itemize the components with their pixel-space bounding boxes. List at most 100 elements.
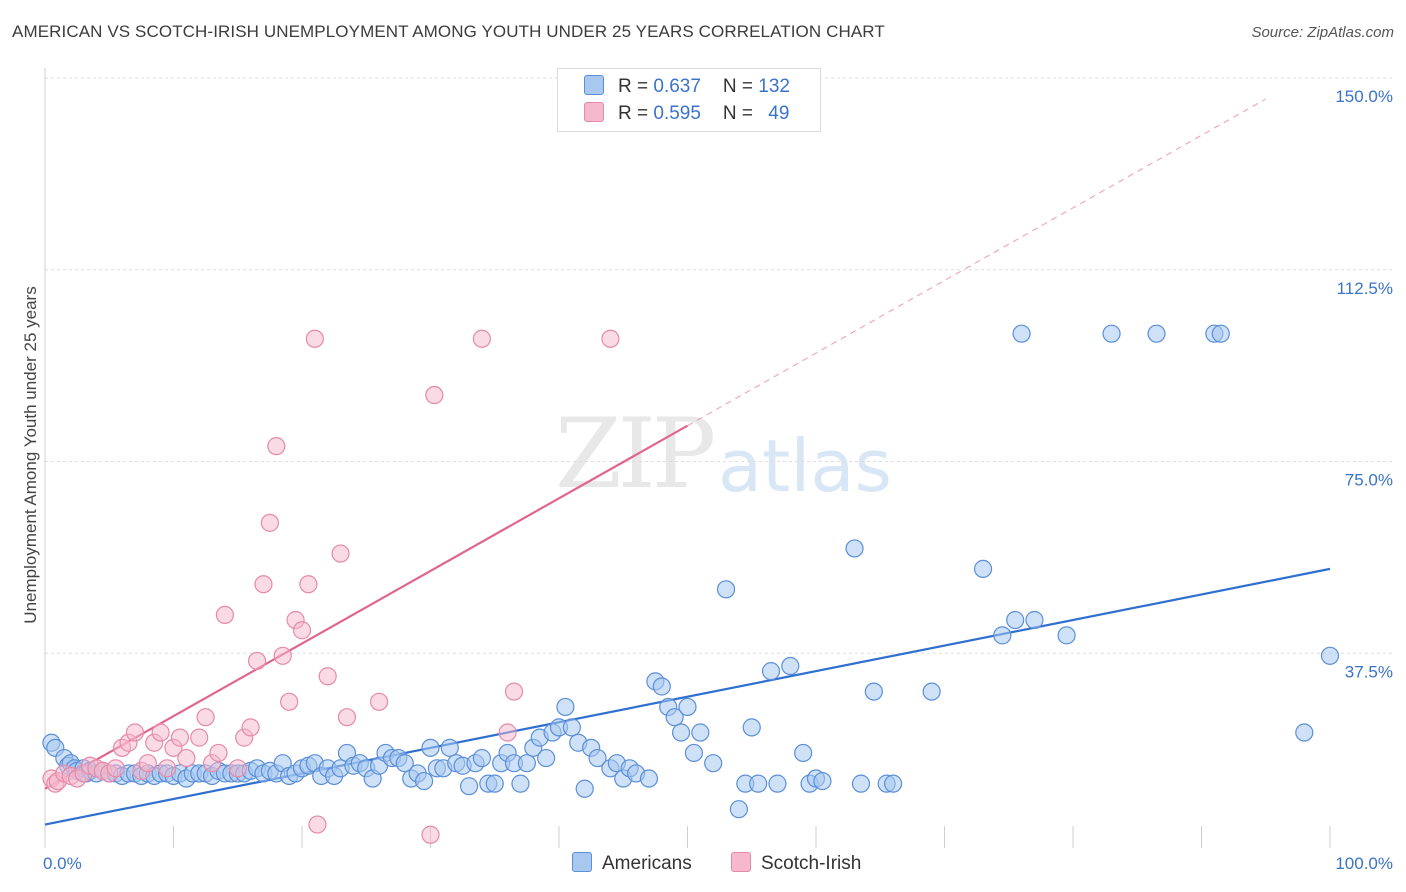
bottom-legend-americans[interactable]: Americans xyxy=(572,852,692,875)
americans-point xyxy=(562,718,581,737)
americans-point xyxy=(459,777,479,796)
americans-trend-line xyxy=(44,567,1331,826)
americans-point xyxy=(575,779,594,798)
americans-point xyxy=(704,754,723,773)
scotch-irish-point xyxy=(196,708,215,727)
americans-point xyxy=(742,718,761,737)
americans-point xyxy=(517,754,536,773)
americans-point xyxy=(729,800,749,819)
americans-point xyxy=(1012,324,1031,343)
scotch-irish-swatch xyxy=(731,852,751,872)
americans-point xyxy=(1057,626,1076,645)
americans-point xyxy=(1320,646,1340,665)
americans-point xyxy=(440,738,459,757)
legend-row-americans: R = 0.637 N = 132 xyxy=(584,75,790,98)
legend-n-label: N = xyxy=(722,103,759,124)
americans-point xyxy=(485,774,504,793)
americans-point xyxy=(1102,324,1121,343)
bottom-legend-scotch-irish[interactable]: Scotch-Irish xyxy=(731,852,861,875)
legend-box: R = 0.637 N = 132 R = 0.595 N = 49 xyxy=(557,68,821,132)
scotch-irish-point xyxy=(170,728,190,747)
bottom-legend-label: Scotch-Irish xyxy=(761,853,862,874)
scotch-irish-point xyxy=(138,754,157,773)
americans-point xyxy=(1211,324,1230,343)
grid-lines xyxy=(45,77,1392,654)
americans-points xyxy=(42,324,1340,819)
americans-point xyxy=(864,682,883,701)
americans-point xyxy=(588,748,607,768)
scotch-irish-point xyxy=(280,692,299,711)
americans-point xyxy=(993,626,1012,645)
scotch-irish-point xyxy=(177,748,196,768)
scotch-irish-point xyxy=(228,759,247,778)
y-tick-label: 37.5% xyxy=(1345,662,1393,681)
scotch-irish-point xyxy=(260,513,279,532)
scotch-irish-point xyxy=(267,437,286,456)
scotch-irish-point xyxy=(331,544,350,563)
watermark-atlas: atlas xyxy=(718,424,892,508)
scotch-irish-point xyxy=(305,329,324,348)
source-label: Source: ZipAtlas.com xyxy=(1251,24,1394,41)
scotch-irish-point xyxy=(498,723,517,742)
americans-point xyxy=(922,682,941,701)
scotch-irish-trend-line xyxy=(44,424,689,790)
americans-swatch xyxy=(572,852,592,872)
americans-point xyxy=(1295,723,1314,742)
americans-point xyxy=(421,738,440,757)
americans-point xyxy=(716,580,736,599)
americans-point xyxy=(472,748,491,768)
x-tick-label: 100.0% xyxy=(1335,854,1393,873)
americans-point xyxy=(652,677,671,696)
americans-point xyxy=(414,771,434,791)
scotch-irish-point xyxy=(299,575,318,594)
scotch-irish-point xyxy=(247,651,267,671)
americans-point xyxy=(973,559,993,578)
americans-point xyxy=(781,656,800,676)
legend-r-value: 0.637 xyxy=(653,76,701,97)
scotch-irish-point xyxy=(254,575,273,594)
scotch-irish-point xyxy=(318,667,337,686)
legend-row-scotch-irish: R = 0.595 N = 49 xyxy=(584,102,789,125)
scotch-irish-point xyxy=(425,385,444,405)
scotch-irish-point xyxy=(209,743,228,763)
americans-point xyxy=(883,774,903,793)
scotch-irish-point xyxy=(308,815,327,834)
americans-point xyxy=(1006,610,1025,630)
scotch-irish-point xyxy=(472,329,491,348)
americans-point xyxy=(1025,610,1044,630)
scotch-irish-point xyxy=(601,329,620,348)
y-tick-label: 112.5% xyxy=(1337,279,1393,298)
americans-point xyxy=(678,697,697,717)
scotch-irish-point xyxy=(125,723,145,742)
scotch-irish-point xyxy=(106,759,125,778)
americans-point xyxy=(761,662,781,681)
scotch-irish-point xyxy=(337,708,357,727)
chart-title: AMERICAN VS SCOTCH-IRISH UNEMPLOYMENT AM… xyxy=(12,22,885,41)
americans-point xyxy=(768,774,787,793)
americans-point xyxy=(395,754,414,773)
americans-point xyxy=(671,723,691,742)
scotch-irish-point xyxy=(273,646,292,665)
scotch-irish-point xyxy=(190,728,209,747)
americans-point xyxy=(556,697,575,717)
scotch-irish-swatch xyxy=(584,102,604,122)
americans-point xyxy=(665,708,684,727)
americans-point xyxy=(813,771,832,791)
americans-point xyxy=(749,774,768,793)
legend-r-label: R = xyxy=(618,76,654,97)
y-tick-label: 150.0% xyxy=(1335,87,1393,106)
trend-lines xyxy=(44,98,1331,826)
scotch-irish-points xyxy=(42,329,620,844)
americans-point xyxy=(691,723,710,742)
y-axis-label: Unemployment Among Youth under 25 years xyxy=(21,286,40,623)
tick-labels: 37.5% 75.0% 112.5% 150.0% 0.0% 100.0% xyxy=(43,87,1393,873)
scotch-irish-point xyxy=(292,621,312,640)
americans-point xyxy=(794,743,813,763)
scotch-irish-point xyxy=(241,718,260,737)
americans-point xyxy=(851,774,871,793)
legend-n-value: 132 xyxy=(758,76,790,97)
scotch-irish-trend-extension xyxy=(687,98,1267,427)
legend-r-value: 0.595 xyxy=(653,103,701,124)
americans-point xyxy=(511,774,530,793)
